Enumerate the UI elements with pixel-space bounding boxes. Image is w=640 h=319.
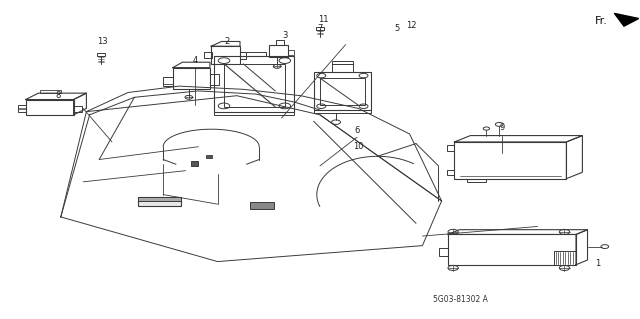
Bar: [138, 197, 181, 201]
Text: 5: 5: [394, 24, 399, 33]
Bar: [332, 61, 353, 64]
Text: 4: 4: [193, 56, 198, 65]
Text: 10: 10: [353, 142, 364, 151]
Bar: [18, 108, 26, 109]
Bar: [314, 72, 371, 110]
Bar: [204, 52, 212, 58]
Bar: [74, 106, 82, 112]
Bar: [214, 112, 294, 115]
Text: 9: 9: [500, 123, 505, 132]
Bar: [314, 110, 371, 113]
Text: 13: 13: [97, 37, 108, 46]
Bar: [439, 248, 448, 256]
Text: 12: 12: [406, 21, 417, 30]
Bar: [163, 77, 173, 86]
Bar: [18, 105, 26, 112]
Bar: [448, 234, 576, 265]
Bar: [224, 64, 285, 107]
Text: 7: 7: [317, 24, 323, 33]
Bar: [173, 68, 210, 89]
Bar: [554, 251, 576, 265]
Polygon shape: [614, 13, 639, 26]
Bar: [332, 64, 353, 72]
Bar: [40, 90, 61, 93]
Text: Fr.: Fr.: [595, 16, 608, 26]
Bar: [206, 155, 212, 158]
Bar: [97, 53, 105, 56]
Bar: [138, 197, 181, 206]
Bar: [276, 40, 284, 45]
Text: 2: 2: [225, 37, 230, 46]
Bar: [454, 142, 566, 179]
Bar: [211, 46, 240, 64]
Bar: [191, 161, 198, 166]
Text: 5G03-81302 A: 5G03-81302 A: [433, 295, 488, 304]
Bar: [240, 52, 246, 59]
Text: 3: 3: [282, 31, 287, 40]
Text: 6: 6: [355, 126, 360, 135]
Text: 11: 11: [318, 15, 328, 24]
Bar: [447, 170, 454, 175]
Bar: [320, 78, 365, 105]
Text: 8: 8: [55, 91, 60, 100]
Bar: [269, 45, 288, 57]
Bar: [288, 50, 294, 55]
Text: 1: 1: [595, 259, 600, 268]
Bar: [250, 202, 274, 209]
Bar: [447, 145, 454, 151]
Bar: [467, 179, 486, 182]
Bar: [210, 74, 219, 85]
Bar: [240, 52, 266, 56]
Bar: [26, 100, 74, 115]
Bar: [214, 56, 294, 112]
Bar: [316, 27, 324, 30]
